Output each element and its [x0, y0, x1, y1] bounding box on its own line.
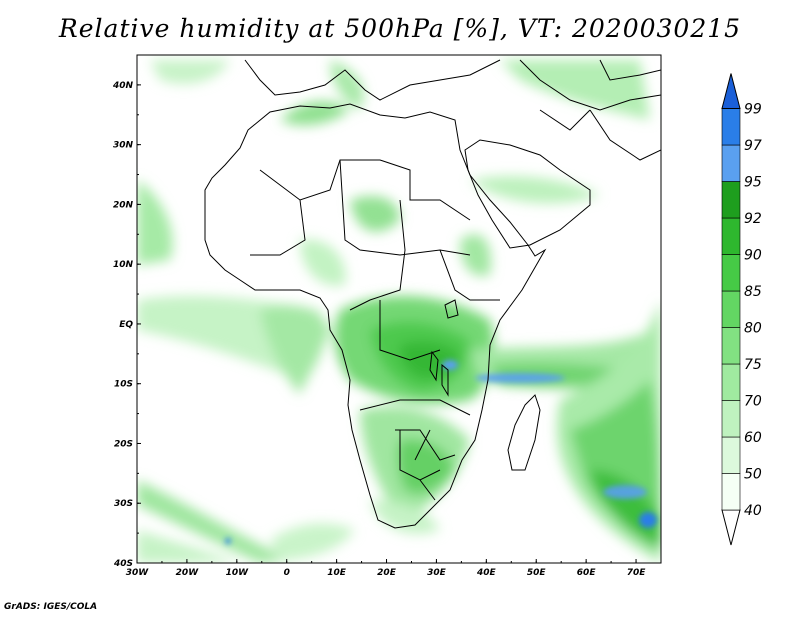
lat-tick-label: 40N	[112, 81, 134, 91]
credit-text: GrADS: IGES/COLA	[4, 602, 98, 612]
colorbar-label: 75	[744, 357, 762, 373]
lon-tick-label: 50E	[527, 568, 547, 578]
colorbar: 40 50 60 70 75 80 85 90 92 95 97 99	[721, 73, 762, 546]
lon-tick-label: 40E	[476, 568, 497, 578]
colorbar-label: 90	[744, 248, 762, 264]
colorbar-label: 60	[744, 430, 762, 446]
colorbar-label: 92	[744, 211, 762, 227]
colorbar-label: 97	[744, 138, 762, 154]
lon-tick-label: 30E	[427, 568, 447, 578]
lat-tick-label: 40S	[113, 559, 133, 569]
colorbar-segment	[721, 473, 741, 511]
lat-tick-label: EQ	[119, 320, 133, 330]
colorbar-segment	[721, 400, 741, 438]
map-title: Relative humidity at 500hPa [%], VT: 202…	[58, 14, 742, 43]
latitude-axis: 40S 30S 20S 10S EQ 10N 20N 30N 40N	[112, 54, 141, 569]
colorbar-label: 70	[744, 394, 762, 410]
plot-frame	[136, 54, 662, 564]
lon-tick-label: 20W	[176, 568, 200, 578]
colorbar-segment	[721, 181, 741, 219]
lon-tick-label: 20E	[377, 568, 397, 578]
lon-tick-label: 60E	[577, 568, 597, 578]
lat-tick-label: 10S	[114, 380, 133, 390]
lon-tick-label: 10W	[226, 568, 250, 578]
colorbar-segment	[721, 436, 741, 474]
lat-tick-label: 30S	[114, 499, 133, 509]
colorbar-label: 99	[744, 102, 762, 118]
colorbar-segment	[721, 144, 741, 182]
colorbar-segment	[721, 217, 741, 255]
colorbar-segment	[721, 108, 741, 146]
colorbar-label: 50	[744, 467, 762, 483]
colorbar-label: 80	[744, 321, 762, 337]
lat-tick-label: 20S	[114, 439, 133, 449]
lon-tick-label: 0	[284, 568, 290, 578]
lon-tick-label: 10E	[327, 568, 347, 578]
colorbar-segment	[721, 290, 741, 328]
lon-tick-label: 30W	[126, 568, 150, 578]
lon-tick-label: 70E	[627, 568, 647, 578]
colorbar-min-arrow	[721, 509, 741, 546]
lat-tick-label: 20N	[113, 200, 134, 210]
colorbar-label: 85	[744, 284, 762, 300]
longitude-axis: 30W 20W 10W 0 10E 20E 30E 40E 50E 60E 70E	[126, 559, 662, 578]
coastlines	[204, 59, 661, 529]
lat-tick-label: 30N	[113, 141, 134, 151]
colorbar-label: 40	[744, 503, 762, 519]
lat-tick-label: 10N	[113, 260, 134, 270]
colorbar-max-arrow	[721, 73, 741, 109]
colorbar-segment	[721, 363, 741, 401]
colorbar-label: 95	[744, 175, 762, 191]
colorbar-segment	[721, 254, 741, 292]
colorbar-segment	[721, 327, 741, 365]
